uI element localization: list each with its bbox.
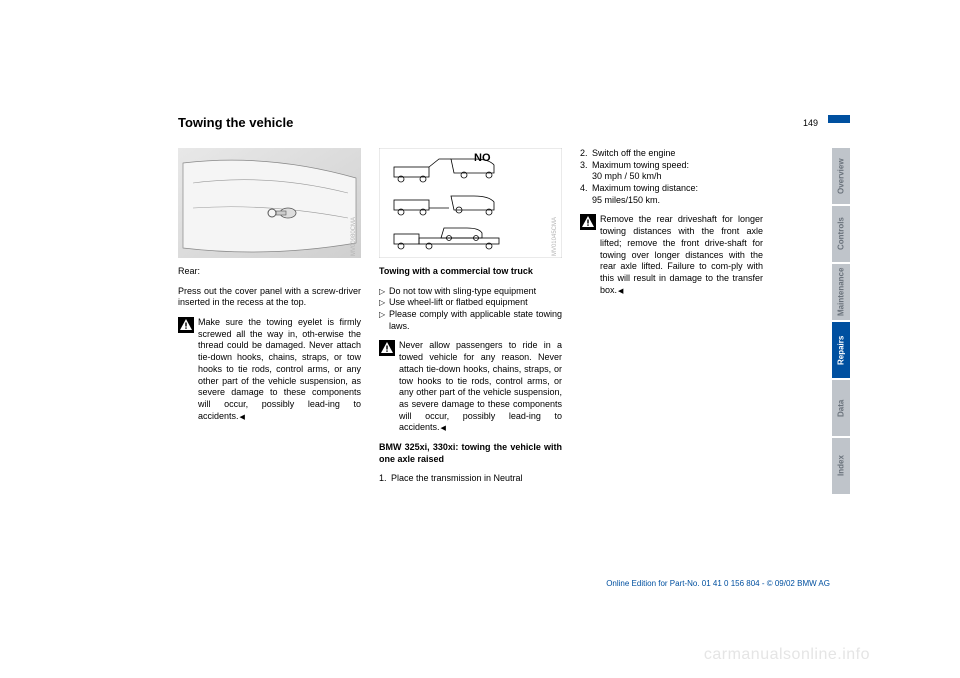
warning-icon [178,317,194,333]
step-item: 2.Switch off the engine [580,148,763,160]
tab-data[interactable]: Data [832,380,850,436]
watermark: carmanualsonline.info [704,646,870,664]
tab-maintenance[interactable]: Maintenance [832,264,850,320]
heading-tow-truck: Towing with a commercial tow truck [379,266,562,278]
column-3: 2.Switch off the engine 3.Maximum towing… [580,148,763,493]
figure-tow-methods: NO [379,148,562,258]
footer-edition: Online Edition for Part-No. 01 41 0 156 … [606,579,830,588]
page-header: Towing the vehicle 149 [178,115,818,130]
page-title: Towing the vehicle [178,115,293,130]
rear-text: Press out the cover panel with a screw-d… [178,286,361,309]
step-item: 1.Place the transmission in Neutral [379,473,562,485]
tab-overview[interactable]: Overview [832,148,850,204]
figure-code: MV00980CMA [351,217,359,256]
tab-controls[interactable]: Controls [832,206,850,262]
warning-icon [379,340,395,356]
warning-text-3: Remove the rear driveshaft for longer to… [600,214,763,296]
tab-repairs[interactable]: Repairs [832,322,850,378]
step-item: 4.Maximum towing distance:95 miles/150 k… [580,183,763,206]
content-columns: MV00980CMA Rear: Press out the cover pan… [178,148,763,493]
column-1: MV00980CMA Rear: Press out the cover pan… [178,148,361,493]
warning-block-2: Never allow passengers to ride in a towe… [379,340,562,434]
page-number: 149 [803,118,818,128]
side-tabs: Overview Controls Maintenance Repairs Da… [832,148,850,494]
tab-index[interactable]: Index [832,438,850,494]
warning-block-1: Make sure the towing eyelet is firmly sc… [178,317,361,422]
steps-list-a: 1.Place the transmission in Neutral [379,473,562,485]
no-label-svg: NO [474,152,491,164]
tow-bullets: Do not tow with sling-type equipment Use… [379,286,562,333]
header-accent-bar [828,115,850,123]
figure-code: MV01045CMA [552,217,560,256]
bullet-item: Do not tow with sling-type equipment [379,286,562,298]
rear-label: Rear: [178,266,361,278]
heading-axle-raised: BMW 325xi, 330xi: towing the vehicle wit… [379,442,562,465]
figure-rear-eyelet: MV00980CMA [178,148,361,258]
warning-text-1: Make sure the towing eyelet is firmly sc… [198,317,361,422]
warning-icon [580,214,596,230]
manual-page: Towing the vehicle 149 Overview Controls… [0,0,960,678]
bullet-item: Use wheel-lift or flatbed equipment [379,297,562,309]
steps-list-b: 2.Switch off the engine 3.Maximum towing… [580,148,763,206]
warning-text-2: Never allow passengers to ride in a towe… [399,340,562,434]
step-item: 3.Maximum towing speed:30 mph / 50 km/h [580,160,763,183]
bullet-item: Please comply with applicable state towi… [379,309,562,332]
column-2: NO [379,148,562,493]
warning-block-3: Remove the rear driveshaft for longer to… [580,214,763,296]
